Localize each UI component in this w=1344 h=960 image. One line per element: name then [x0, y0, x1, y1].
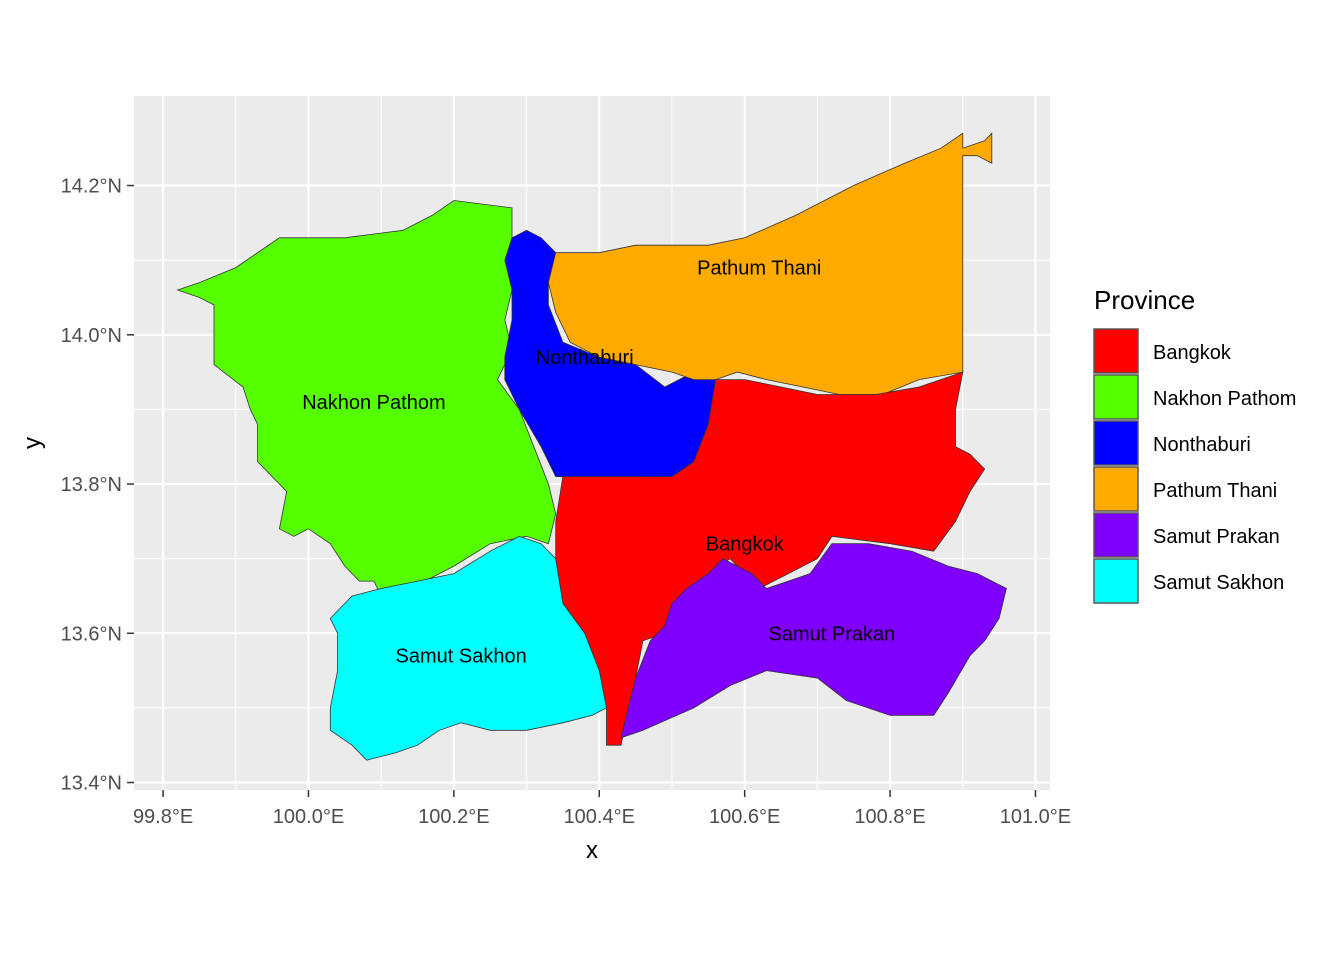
region-label-bangkok: Bangkok	[706, 534, 785, 556]
legend-label-nonthaburi: Nonthaburi	[1153, 434, 1251, 456]
region-label-pathum-thani: Pathum Thani	[697, 258, 821, 280]
x-axis-title: x	[586, 837, 598, 864]
region-pathum-thani	[547, 132, 993, 395]
legend-swatch-samut-prakan	[1093, 512, 1139, 558]
legend-label-pathum-thani: Pathum Thani	[1153, 480, 1277, 502]
legend-label-nakhon-pathom: Nakhon Pathom	[1153, 388, 1296, 410]
x-tick-label-6: 101.0°E	[1000, 806, 1071, 828]
y-axis: 13.4°N 13.6°N 13.8°N 14.0°N 14.2°N	[61, 176, 134, 795]
y-tick-label-4: 14.2°N	[61, 176, 122, 198]
y-tick-label-2: 13.8°N	[61, 474, 122, 496]
region-label-samut-prakan: Samut Prakan	[769, 623, 896, 645]
region-label-samut-sakhon: Samut Sakhon	[396, 646, 527, 668]
x-tick-label-0: 99.8°E	[133, 806, 193, 828]
legend-label-bangkok: Bangkok	[1153, 342, 1232, 364]
y-tick-label-0: 13.4°N	[61, 773, 122, 795]
x-axis: 99.8°E 100.0°E 100.2°E 100.4°E 100.6°E 100.8°…	[133, 790, 1071, 828]
x-tick-label-2: 100.2°E	[418, 806, 489, 828]
x-tick-label-3: 100.4°E	[564, 806, 635, 828]
legend-swatch-pathum-thani	[1093, 466, 1139, 512]
x-tick-label-4: 100.6°E	[709, 806, 780, 828]
legend-swatch-samut-sakhon	[1093, 558, 1139, 604]
y-tick-label-1: 13.6°N	[61, 623, 122, 645]
province-labels: Nakhon Pathom Nonthaburi Pathum Thani Bangk…	[302, 258, 895, 668]
legend-label-samut-sakhon: Samut Sakhon	[1153, 572, 1284, 594]
x-tick-label-5: 100.8°E	[854, 806, 925, 828]
region-label-nonthaburi: Nonthaburi	[536, 347, 634, 369]
region-label-nakhon-pathom: Nakhon Pathom	[302, 392, 445, 414]
legend-label-samut-prakan: Samut Prakan	[1153, 526, 1280, 548]
y-axis-title: y	[19, 437, 46, 449]
legend-swatch-nakhon-pathom	[1093, 374, 1139, 420]
legend: Province Bangkok Nakhon Pathom Nonthaburi P…	[1093, 285, 1296, 604]
legend-title: Province	[1094, 285, 1195, 315]
region-samut-sakhon	[329, 535, 607, 761]
x-tick-label-1: 100.0°E	[273, 806, 344, 828]
legend-swatch-bangkok	[1093, 328, 1139, 374]
legend-swatch-nonthaburi	[1093, 420, 1139, 466]
province-regions	[176, 132, 1007, 761]
region-nakhon-pathom	[176, 200, 557, 597]
y-tick-label-3: 14.0°N	[61, 325, 122, 347]
region-samut-prakan	[620, 543, 1007, 739]
